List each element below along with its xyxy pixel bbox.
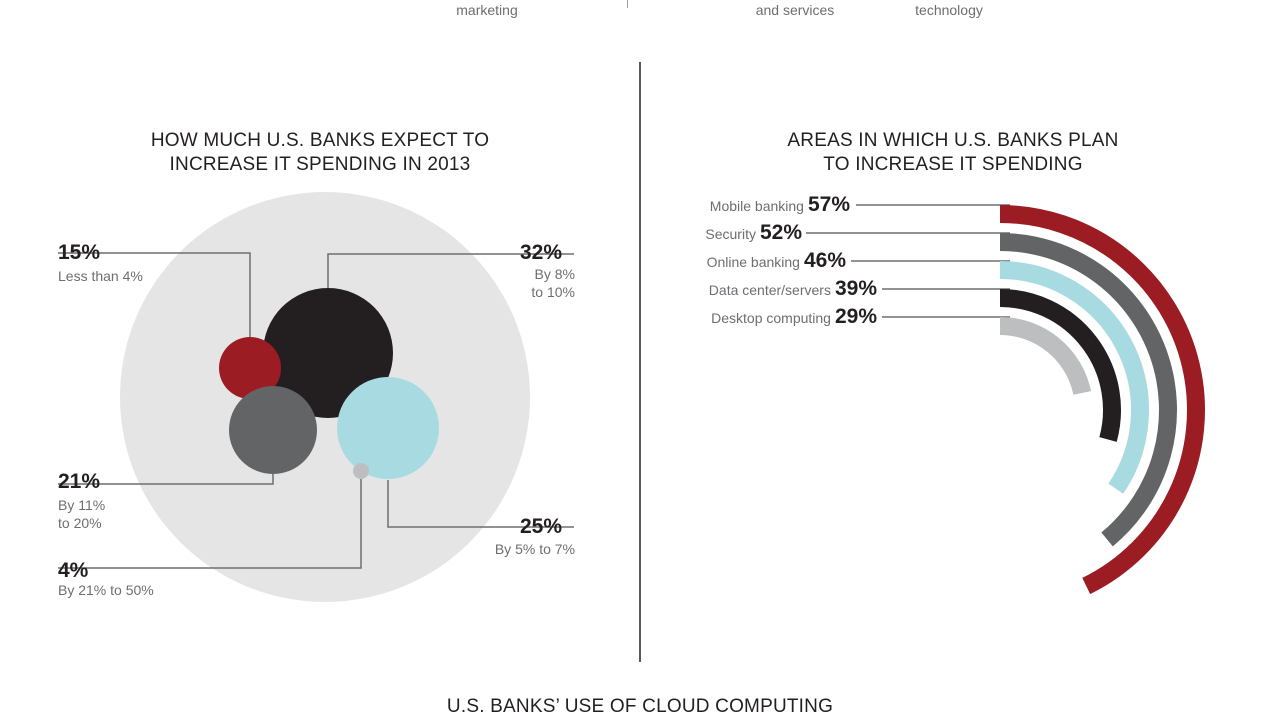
radial-bar-arc-data-center-servers — [999, 289, 1121, 442]
left-chart-title-line2: INCREASE IT SPENDING IN 2013 — [169, 154, 471, 175]
label-21pct-value: 21% — [58, 470, 101, 493]
top-label-marketing: marketing — [456, 2, 518, 18]
area-label-data-center: Data center/servers — [708, 282, 831, 298]
area-label-online-banking: Online banking — [706, 254, 800, 270]
bubble-chart — [58, 192, 574, 602]
radial-bar-arc-online-banking — [999, 261, 1149, 494]
area-label-desktop-computing: Desktop computing — [711, 310, 831, 326]
radial-bar-arc-desktop-computing — [999, 317, 1092, 396]
leader-line-32pct — [327, 253, 574, 292]
label-4pct-desc: By 21% to 50% — [58, 582, 154, 598]
area-label-security: Security — [705, 226, 756, 242]
label-25pct-desc: By 5% to 7% — [494, 541, 575, 557]
area-value-security: 52% — [759, 221, 802, 244]
bubble-15pct — [219, 337, 281, 399]
leader-line-21pct — [58, 470, 274, 485]
area-row-desktop-computing: Desktop computing 29% — [577, 305, 877, 329]
area-row-online-banking: Online banking 46% — [546, 249, 846, 273]
top-label-technology: technology — [915, 2, 983, 18]
area-row-mobile-banking: Mobile banking 57% — [550, 193, 850, 217]
left-chart-title-line1: HOW MUCH U.S. BANKS EXPECT TO — [150, 130, 490, 151]
label-21pct-desc-line1: By 11% — [58, 497, 106, 513]
radial-bar-chart — [806, 204, 1205, 595]
right-chart-title: AREAS IN WHICH U.S. BANKS PLAN TO INCREA… — [733, 129, 1173, 177]
area-label-mobile-banking: Mobile banking — [709, 198, 804, 214]
leader-line-15pct — [58, 252, 251, 340]
radial-bar-arc-security — [999, 233, 1178, 547]
top-divider-tick — [627, 0, 628, 8]
area-row-security: Security 52% — [502, 221, 802, 245]
label-32pct-desc-line1: By 8% — [534, 266, 575, 282]
label-21pct-desc-line2: to 20% — [58, 515, 102, 531]
area-row-data-center: Data center/servers 39% — [577, 277, 877, 301]
right-chart-title-line1: AREAS IN WHICH U.S. BANKS PLAN — [787, 130, 1119, 151]
radial-bar-arc-mobile-banking — [999, 205, 1205, 595]
label-15pct-desc: Less than 4% — [58, 268, 143, 284]
area-value-desktop-computing: 29% — [834, 305, 877, 328]
area-value-data-center: 39% — [834, 277, 877, 300]
leader-line-25pct — [387, 480, 574, 528]
bubble-21pct — [229, 386, 317, 474]
bubble-25pct — [337, 377, 439, 479]
area-value-online-banking: 46% — [803, 249, 846, 272]
leader-line-4pct — [58, 474, 362, 569]
bubble-4pct — [353, 463, 369, 479]
right-chart-title-line2: TO INCREASE IT SPENDING — [823, 154, 1083, 175]
center-divider — [639, 62, 641, 662]
top-label-and-services: and services — [755, 2, 835, 18]
label-4pct-value: 4% — [58, 559, 89, 582]
left-chart-title: HOW MUCH U.S. BANKS EXPECT TO INCREASE I… — [100, 129, 540, 177]
area-value-mobile-banking: 57% — [807, 193, 850, 216]
label-25pct-value: 25% — [520, 515, 563, 538]
label-32pct-value: 32% — [520, 241, 563, 264]
label-15pct-value: 15% — [58, 241, 101, 264]
cloud-computing-section-title: U.S. BANKS’ USE OF CLOUD COMPUTING — [446, 696, 834, 717]
label-32pct-desc-line2: to 10% — [531, 284, 575, 300]
